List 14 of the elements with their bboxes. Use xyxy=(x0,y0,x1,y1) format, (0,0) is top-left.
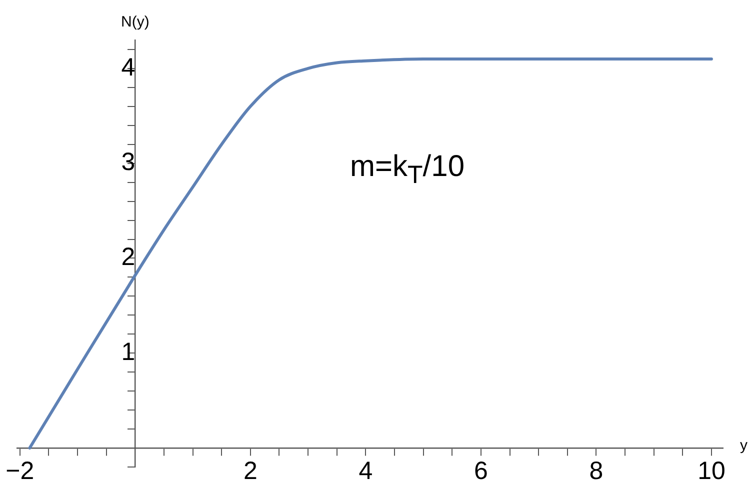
x-axis-title: y xyxy=(740,437,748,454)
y-tick-label: 4 xyxy=(121,53,136,82)
x-tick-label: 10 xyxy=(698,456,726,485)
annotation: m=k$_{T}$/10 xyxy=(350,150,465,190)
y-tick-label: 2 xyxy=(121,243,136,272)
x-tick-label: −2 xyxy=(6,456,34,485)
x-tick-label: 2 xyxy=(243,456,258,485)
y-tick-label: 3 xyxy=(121,148,136,176)
x-tick-label: 6 xyxy=(474,456,488,485)
y-axis-title: N(y) xyxy=(120,14,150,31)
x-tick-label: 8 xyxy=(589,456,604,485)
x-tick-label: 4 xyxy=(358,456,373,485)
y-tick-label: 1 xyxy=(121,338,136,366)
line-series xyxy=(28,57,713,450)
